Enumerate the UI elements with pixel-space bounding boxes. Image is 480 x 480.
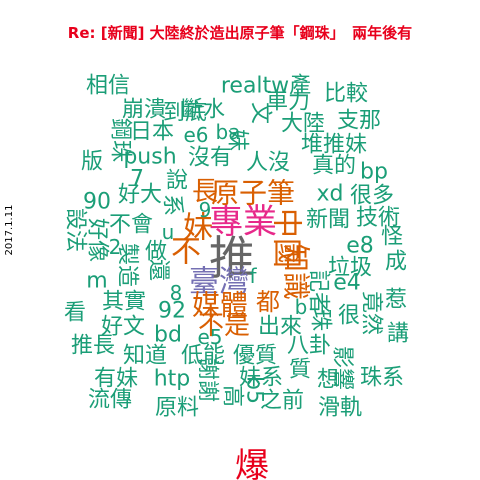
- cloud-word: 版: [81, 150, 103, 175]
- cloud-word: e6: [183, 123, 208, 147]
- cloud-word: 臺灣: [189, 265, 249, 300]
- cloud-word: 7: [130, 167, 144, 192]
- cloud-word: 講: [387, 322, 409, 347]
- cloud-word: 斷水: [181, 98, 225, 123]
- cloud-word: 設法: [63, 208, 88, 252]
- cloud-word: 其實: [102, 290, 146, 315]
- cloud-word: 影響: [330, 346, 355, 390]
- cloud-word: 怪: [381, 225, 403, 250]
- cloud-word: 很多: [350, 184, 394, 209]
- cloud-word: 不會: [109, 213, 153, 238]
- cloud-word: 2: [109, 235, 122, 259]
- cloud-word: 珠系: [360, 366, 404, 391]
- cloud-word: 質: [289, 358, 311, 383]
- cloud-word: 推: [209, 231, 255, 285]
- cloud-word: e4: [333, 271, 361, 296]
- cloud-word: bd: [154, 323, 182, 348]
- cloud-word: 9: [199, 198, 212, 222]
- cloud-word: 謝謝: [195, 358, 220, 402]
- cloud-word: 鋼珠: [108, 118, 133, 162]
- cloud-word: u: [162, 220, 175, 244]
- cloud-word: 堆推妹: [301, 133, 367, 158]
- cloud-word: 記者: [306, 270, 331, 314]
- cloud-word: 很: [338, 304, 360, 329]
- footer-label: 爆: [235, 446, 269, 480]
- cloud-word: 新聞: [306, 208, 350, 233]
- cloud-word: 看: [64, 301, 86, 326]
- cloud-word: 知道: [123, 344, 167, 369]
- cloud-word: f: [249, 264, 257, 288]
- cloud-word: 八卦: [287, 334, 331, 359]
- cloud-word: e8: [346, 234, 374, 259]
- cloud-word: 支那: [337, 109, 381, 134]
- cloud-word: 大陸: [281, 112, 325, 137]
- cloud-word: ba: [216, 120, 241, 144]
- cloud-word: 不: [171, 235, 201, 270]
- cloud-word: 文: [248, 102, 273, 124]
- cloud-word: 低能: [181, 344, 225, 369]
- cloud-word: 出來: [258, 315, 302, 340]
- cloud-word: 到底: [163, 101, 207, 126]
- cloud-word: 高: [220, 385, 245, 407]
- cloud-word: 長: [192, 177, 218, 207]
- cloud-word: 流傳: [88, 388, 132, 413]
- cloud-word: 說: [166, 169, 188, 194]
- cloud-word: 都: [256, 288, 280, 316]
- cloud-word: 還: [146, 259, 171, 281]
- cloud-word: 製造: [115, 243, 140, 287]
- cloud-word: 原料: [155, 396, 199, 421]
- cloud-word: 原子筆: [211, 177, 295, 210]
- cloud-word: 想: [317, 368, 339, 393]
- cloud-word: 竟然: [359, 291, 384, 335]
- cloud-word: 垃圾: [328, 256, 372, 281]
- cloud-word: htp: [154, 367, 191, 392]
- date-label: 2017.1.11: [4, 205, 15, 256]
- cloud-word: 不是: [198, 311, 250, 341]
- cloud-word: push: [123, 145, 176, 170]
- cloud-word: 沒有: [188, 146, 232, 171]
- cloud-word: 90: [83, 190, 111, 215]
- cloud-word: xd: [317, 182, 344, 207]
- cloud-word: 崩潰: [122, 98, 166, 123]
- cloud-word: b: [295, 295, 308, 319]
- cloud-word: 人沒: [246, 151, 290, 176]
- cloud-word: 好文: [101, 315, 145, 340]
- cloud-word: 中國: [269, 208, 304, 268]
- cloud-word: 知識: [280, 244, 313, 300]
- cloud-word: 好像: [85, 218, 110, 262]
- chart-title: Re: [新聞] 大陸終於造出原子筆「鋼珠」 兩年後有: [68, 24, 412, 42]
- cloud-word: 妹系: [239, 366, 283, 391]
- cloud-word: 滑軌: [318, 396, 362, 421]
- cloud-word: realtw產: [221, 74, 311, 99]
- cloud-word: 珠: [308, 309, 333, 331]
- cloud-word: 妹: [183, 211, 213, 246]
- cloud-word: 車力: [266, 90, 310, 115]
- cloud-word: bp: [360, 160, 388, 185]
- cloud-word: 之前: [260, 389, 304, 414]
- cloud-word: 妹: [225, 129, 250, 151]
- cloud-word: 推長: [71, 334, 115, 359]
- cloud-word: 有妹: [94, 367, 138, 392]
- cloud-word: m: [86, 269, 107, 294]
- cloud-word: 真的: [312, 154, 356, 179]
- cloud-word: 專業: [209, 202, 277, 242]
- cloud-word: 優質: [233, 344, 277, 369]
- cloud-word: 8: [170, 281, 183, 305]
- cloud-word: 系: [160, 194, 185, 216]
- cloud-word: 好大: [118, 183, 162, 208]
- cloud-word: 成: [385, 250, 407, 275]
- cloud-word: b5: [242, 376, 267, 404]
- cloud-word: 相信: [86, 74, 130, 99]
- cloud-word: 惹: [385, 288, 407, 313]
- cloud-word: 日本: [130, 120, 174, 145]
- cloud-word: 技術: [356, 206, 400, 231]
- cloud-word: 比較: [324, 82, 368, 107]
- cloud-word: 做: [145, 240, 167, 265]
- cloud-word: 92: [158, 299, 186, 324]
- cloud-word: 媒體: [192, 289, 248, 322]
- cloud-word: e5: [197, 325, 222, 349]
